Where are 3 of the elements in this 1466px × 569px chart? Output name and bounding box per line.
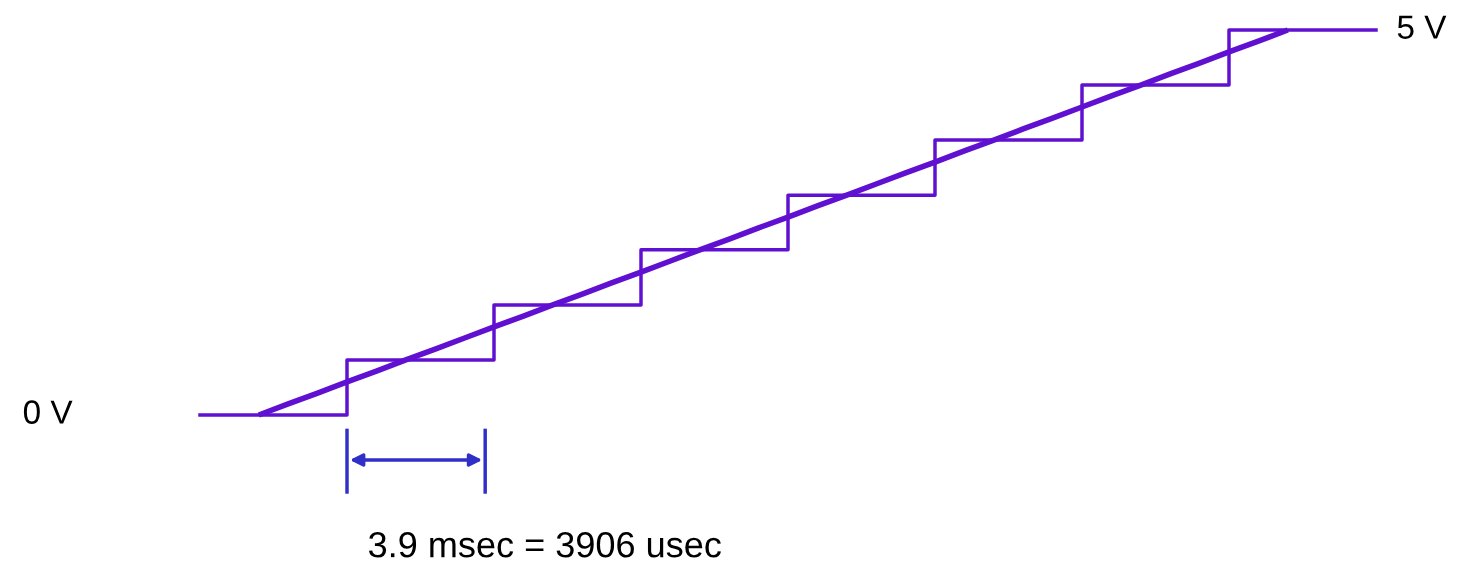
text: 3.9 msec = 3906 usec	[368, 531, 721, 558]
text: 5 V	[1397, 15, 1447, 39]
text: 0 V	[23, 400, 73, 424]
